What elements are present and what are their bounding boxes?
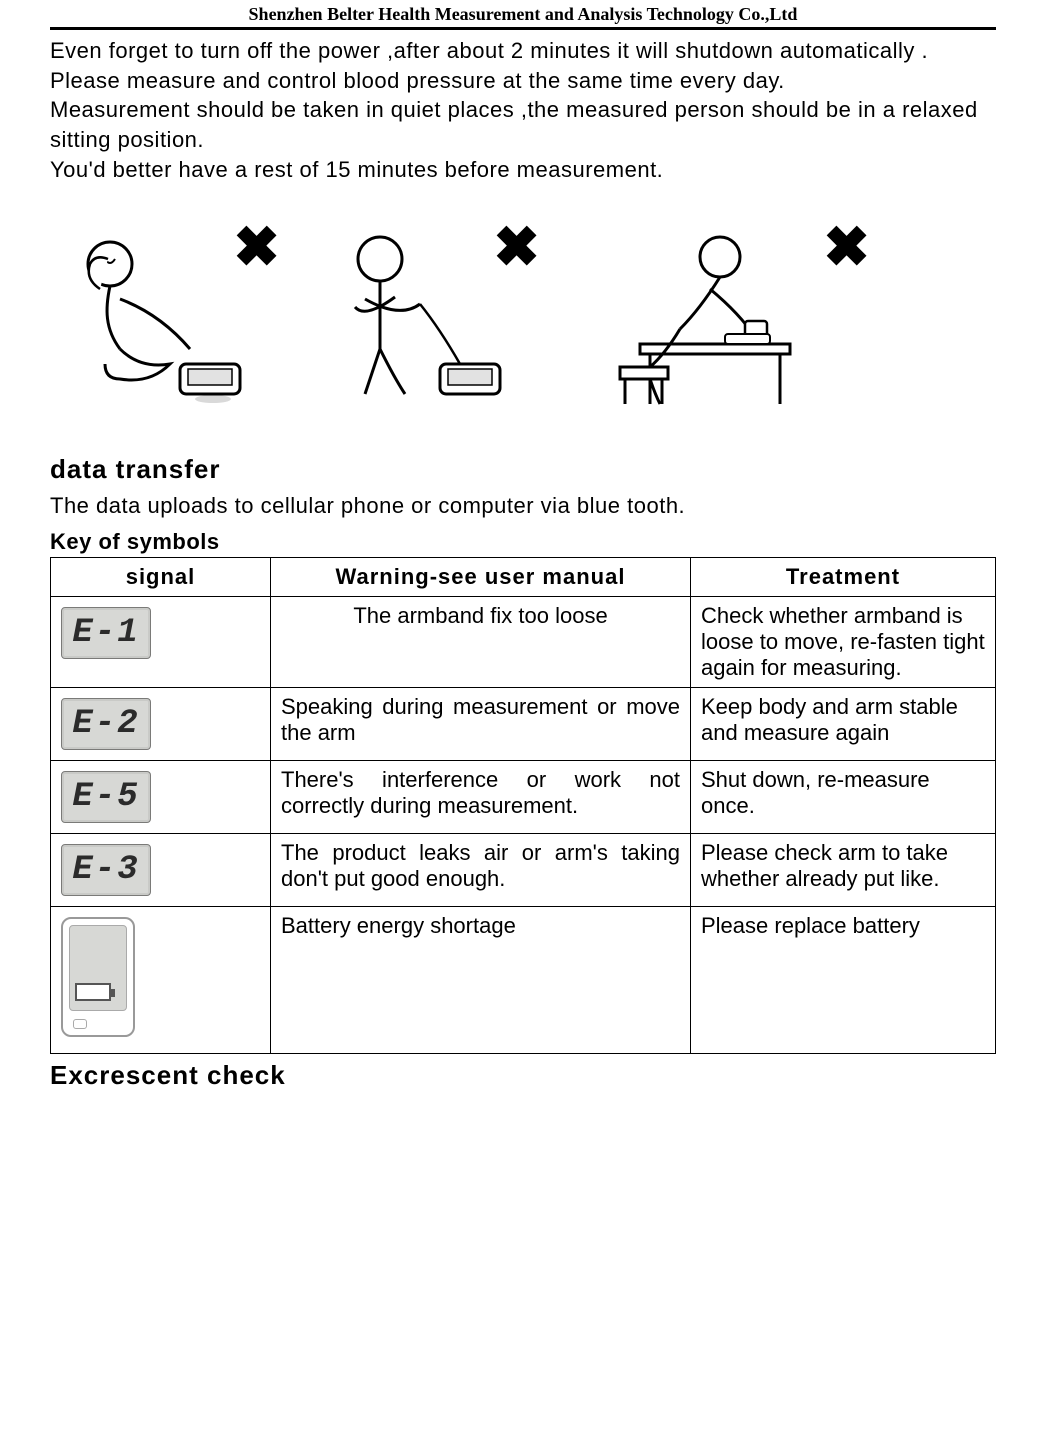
incorrect-postures-row: ✖ ✖ — [50, 219, 996, 419]
warning-cell: The armband fix too loose — [271, 597, 691, 688]
key-of-symbols-heading: Key of symbols — [50, 529, 996, 555]
signal-cell: E-3 — [51, 834, 271, 907]
posture-figure-leaning-forward: ✖ — [570, 219, 870, 419]
warning-cell: Battery energy shortage — [271, 907, 691, 1054]
signal-cell — [51, 907, 271, 1054]
col-signal: signal — [51, 558, 271, 597]
data-transfer-text: The data uploads to cellular phone or co… — [50, 491, 996, 521]
low-battery-device-icon — [61, 917, 135, 1037]
lcd-error-code-icon: E-2 — [61, 698, 151, 750]
intro-text-block: Even forget to turn off the power ,after… — [50, 36, 996, 184]
posture-figure-cross-legged: ✖ — [50, 219, 280, 419]
col-treatment: Treatment — [691, 558, 996, 597]
signal-cell: E-5 — [51, 761, 271, 834]
signal-cell: E-2 — [51, 688, 271, 761]
excrescent-check-heading: Excrescent check — [50, 1060, 996, 1091]
warning-cell: Speaking during measurement or move the … — [271, 688, 691, 761]
table-row: Battery energy shortagePlease replace ba… — [51, 907, 996, 1054]
treatment-cell: Please check arm to take whether already… — [691, 834, 996, 907]
col-warning: Warning-see user manual — [271, 558, 691, 597]
lcd-error-code-icon: E-5 — [61, 771, 151, 823]
signal-cell: E-1 — [51, 597, 271, 688]
incorrect-marker-icon: ✖ — [823, 219, 870, 275]
lcd-error-code-icon: E-3 — [61, 844, 151, 896]
treatment-cell: Check whether armband is loose to move, … — [691, 597, 996, 688]
lcd-error-code-icon: E-1 — [61, 607, 151, 659]
intro-p2: Please measure and control blood pressur… — [50, 66, 996, 96]
table-row: E-5 There's interference or work not corr… — [51, 761, 996, 834]
intro-p4: You'd better have a rest of 15 minutes b… — [50, 155, 996, 185]
treatment-cell: Shut down, re-measure once. — [691, 761, 996, 834]
table-row: E-1 The armband fix too looseCheck whethe… — [51, 597, 996, 688]
incorrect-marker-icon: ✖ — [233, 219, 280, 275]
table-row: E-2 Speaking during measurement or move t… — [51, 688, 996, 761]
incorrect-marker-icon: ✖ — [493, 219, 540, 275]
symbols-table: signal Warning-see user manual Treatment… — [50, 557, 996, 1054]
warning-cell: There's interference or work not correct… — [271, 761, 691, 834]
warning-cell: The product leaks air or arm's taking do… — [271, 834, 691, 907]
data-transfer-heading: data transfer — [50, 454, 996, 485]
data-transfer-paragraph: The data uploads to cellular phone or co… — [50, 491, 996, 521]
header-rule — [50, 27, 996, 30]
intro-p3: Measurement should be taken in quiet pla… — [50, 95, 996, 154]
intro-p1: Even forget to turn off the power ,after… — [50, 36, 996, 66]
page-header-company: Shenzhen Belter Health Measurement and A… — [50, 0, 996, 27]
posture-figure-crossed-arms: ✖ — [310, 219, 540, 419]
treatment-cell: Keep body and arm stable and measure aga… — [691, 688, 996, 761]
table-row: E-3 The product leaks air or arm's taking… — [51, 834, 996, 907]
treatment-cell: Please replace battery — [691, 907, 996, 1054]
